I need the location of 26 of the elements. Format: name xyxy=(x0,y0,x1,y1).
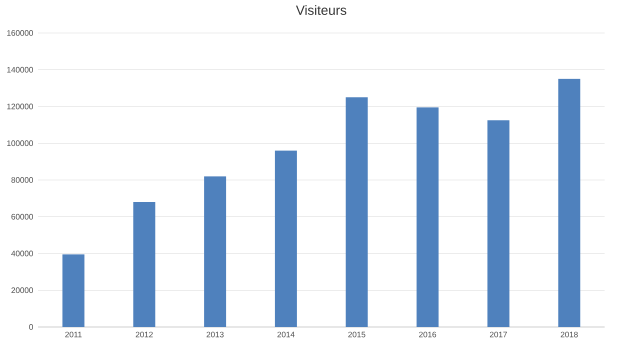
x-tick-label: 2014 xyxy=(277,332,295,338)
y-tick-label: 60000 xyxy=(11,214,33,220)
x-tick-label: 2018 xyxy=(560,332,578,338)
bar xyxy=(274,150,297,327)
x-tick-label: 2017 xyxy=(490,332,507,338)
y-tick-label: 140000 xyxy=(7,66,33,73)
x-tick-label: 2011 xyxy=(65,332,82,338)
y-tick-label: 0 xyxy=(29,324,33,330)
x-tick-label: 2016 xyxy=(419,332,436,338)
y-tick-label: 100000 xyxy=(7,140,33,146)
bar xyxy=(204,176,226,327)
x-tick-label: 2015 xyxy=(348,332,366,338)
bar xyxy=(133,202,156,327)
x-tick-label: 2013 xyxy=(206,332,224,338)
y-tick-label: 80000 xyxy=(11,177,33,183)
y-tick-label: 120000 xyxy=(7,104,33,110)
y-tick-label: 160000 xyxy=(7,30,33,36)
y-tick-label: 40000 xyxy=(11,250,33,256)
bar xyxy=(416,107,439,327)
bar xyxy=(487,120,510,327)
bar xyxy=(346,97,368,327)
x-tick-label: 2012 xyxy=(136,332,153,338)
chart-title: Visiteurs xyxy=(296,5,346,15)
bar xyxy=(62,254,84,327)
y-tick-label: 20000 xyxy=(11,287,33,294)
bar xyxy=(558,78,580,327)
